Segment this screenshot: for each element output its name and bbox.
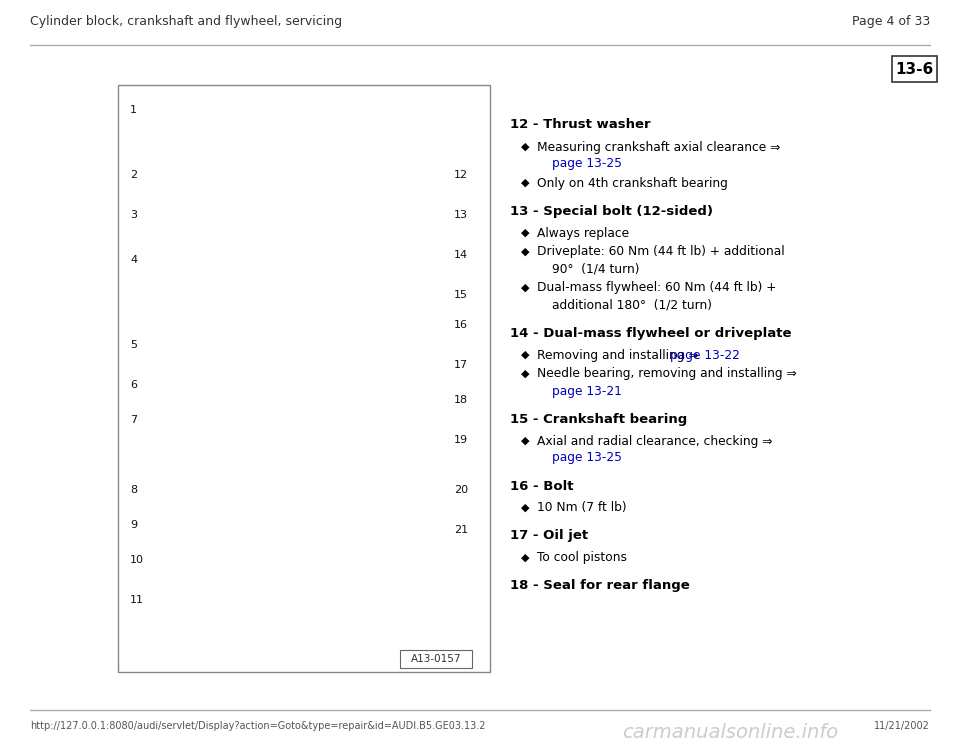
Text: 14 - Dual-mass flywheel or driveplate: 14 - Dual-mass flywheel or driveplate [510,326,791,340]
Text: 20: 20 [454,485,468,495]
Text: 17: 17 [454,360,468,370]
Text: 10 Nm (7 ft lb): 10 Nm (7 ft lb) [537,502,627,514]
Text: 11/21/2002: 11/21/2002 [875,721,930,731]
Text: 10: 10 [130,555,144,565]
Text: carmanualsonline.info: carmanualsonline.info [622,723,838,741]
Text: ◆: ◆ [520,283,529,293]
Text: ◆: ◆ [520,228,529,238]
Text: page 13-25: page 13-25 [552,157,622,171]
Text: 1: 1 [130,105,137,115]
Text: Removing and installing ⇒: Removing and installing ⇒ [537,349,703,361]
Text: Dual-mass flywheel: 60 Nm (44 ft lb) +: Dual-mass flywheel: 60 Nm (44 ft lb) + [537,281,777,295]
Text: 7: 7 [130,415,137,425]
Text: 5: 5 [130,340,137,350]
Text: 15: 15 [454,290,468,300]
Text: ◆: ◆ [520,178,529,188]
Text: 8: 8 [130,485,137,495]
Text: ◆: ◆ [520,350,529,360]
Text: ◆: ◆ [520,503,529,513]
Text: To cool pistons: To cool pistons [537,551,627,565]
Text: Axial and radial clearance, checking ⇒: Axial and radial clearance, checking ⇒ [537,435,773,447]
Text: 90°  (1/4 turn): 90° (1/4 turn) [552,263,639,275]
Text: 16: 16 [454,320,468,330]
FancyBboxPatch shape [892,56,937,82]
Text: 3: 3 [130,210,137,220]
Text: 19: 19 [454,435,468,445]
Text: Measuring crankshaft axial clearance ⇒: Measuring crankshaft axial clearance ⇒ [537,140,780,154]
Text: Always replace: Always replace [537,226,629,240]
Text: http://127.0.0.1:8080/audi/servlet/Display?action=Goto&type=repair&id=AUDI.B5.GE: http://127.0.0.1:8080/audi/servlet/Displ… [30,721,486,731]
Text: Needle bearing, removing and installing ⇒: Needle bearing, removing and installing … [537,367,797,381]
FancyBboxPatch shape [400,650,472,668]
Text: Cylinder block, crankshaft and flywheel, servicing: Cylinder block, crankshaft and flywheel,… [30,16,342,28]
Text: 4: 4 [130,255,137,265]
Text: ◆: ◆ [520,247,529,257]
Text: 18 - Seal for rear flange: 18 - Seal for rear flange [510,580,689,593]
Text: 9: 9 [130,520,137,530]
Text: 17 - Oil jet: 17 - Oil jet [510,530,588,542]
Text: Only on 4th crankshaft bearing: Only on 4th crankshaft bearing [537,177,728,189]
Text: page 13-22: page 13-22 [670,349,739,361]
Text: ◆: ◆ [520,553,529,563]
Text: ◆: ◆ [520,142,529,152]
Text: 12 - Thrust washer: 12 - Thrust washer [510,119,651,131]
Text: 16 - Bolt: 16 - Bolt [510,479,573,493]
Text: 14: 14 [454,250,468,260]
Text: 13: 13 [454,210,468,220]
Text: ◆: ◆ [520,369,529,379]
Text: ◆: ◆ [520,436,529,446]
Text: Page 4 of 33: Page 4 of 33 [852,16,930,28]
Text: 13 - Special bolt (12-sided): 13 - Special bolt (12-sided) [510,205,713,217]
Text: 18: 18 [454,395,468,405]
FancyBboxPatch shape [118,85,490,672]
Text: 12: 12 [454,170,468,180]
Text: 13-6: 13-6 [895,62,933,76]
Text: page 13-25: page 13-25 [552,451,622,464]
Text: page 13-21: page 13-21 [552,384,622,398]
Text: additional 180°  (1/2 turn): additional 180° (1/2 turn) [552,298,712,312]
Text: Driveplate: 60 Nm (44 ft lb) + additional: Driveplate: 60 Nm (44 ft lb) + additiona… [537,246,784,258]
Text: A13-0157: A13-0157 [411,654,461,664]
Text: 2: 2 [130,170,137,180]
Text: 21: 21 [454,525,468,535]
Text: 11: 11 [130,595,144,605]
Text: 6: 6 [130,380,137,390]
Text: 15 - Crankshaft bearing: 15 - Crankshaft bearing [510,413,687,425]
